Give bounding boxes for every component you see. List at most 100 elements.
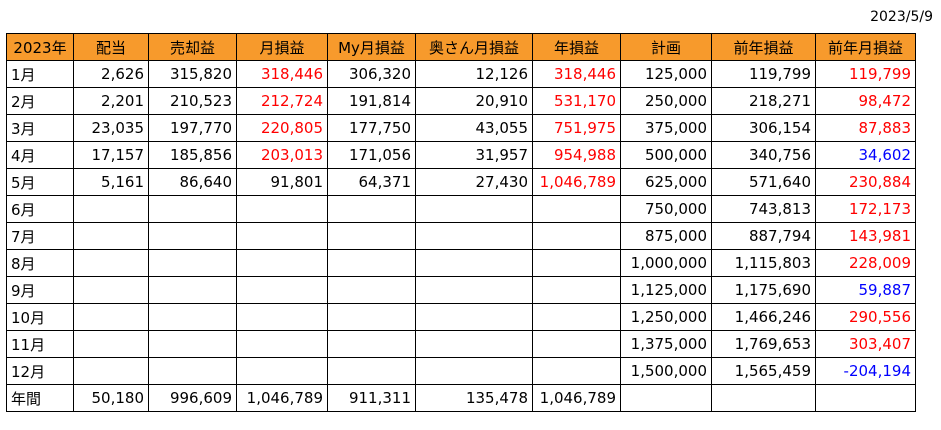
cell-prev-year-monthly-pl: 143,981 [815, 222, 916, 250]
cell-monthly-pl [236, 276, 328, 304]
cell-yearly-pl [532, 195, 621, 223]
cell-monthly-pl [236, 195, 328, 223]
cell-plan: 1,500,000 [620, 357, 712, 385]
cell-dividend [73, 330, 149, 358]
row-label: 1月 [6, 60, 74, 88]
table-row: 1月 2,626 315,820 318,446 306,320 12,126 … [6, 60, 916, 88]
cell-prev-year-pl: 1,466,246 [711, 303, 816, 331]
cell-my-monthly-pl [327, 195, 416, 223]
row-label: 8月 [6, 249, 74, 277]
cell-wife-monthly-pl [415, 276, 533, 304]
cell-plan: 1,375,000 [620, 330, 712, 358]
table-row: 2月 2,201 210,523 212,724 191,814 20,910 … [6, 87, 916, 115]
cell-yearly-pl [532, 249, 621, 277]
cell-prev-year-pl: 743,813 [711, 195, 816, 223]
cell-dividend: 2,626 [73, 60, 149, 88]
cell-dividend [73, 276, 149, 304]
cell-yearly-pl: 1,046,789 [532, 168, 621, 196]
cell-wife-monthly-pl: 27,430 [415, 168, 533, 196]
cell-prev-year-pl: 1,115,803 [711, 249, 816, 277]
cell-dividend [73, 195, 149, 223]
cell-sale-gain: 315,820 [148, 60, 237, 88]
header-dividend: 配当 [73, 33, 149, 61]
cell-wife-monthly-pl [415, 303, 533, 331]
cell-prev-year-pl: 1,175,690 [711, 276, 816, 304]
cell-sale-gain [148, 330, 237, 358]
table-row: 4月 17,157 185,856 203,013 171,056 31,957… [6, 141, 916, 169]
cell-yearly-pl [532, 222, 621, 250]
row-label: 11月 [6, 330, 74, 358]
cell-monthly-pl [236, 222, 328, 250]
cell-prev-year-pl: 119,799 [711, 60, 816, 88]
cell-prev-year-monthly-pl: 119,799 [815, 60, 916, 88]
table-row: 5月 5,161 86,640 91,801 64,371 27,430 1,0… [6, 168, 916, 196]
cell-my-monthly-pl [327, 303, 416, 331]
cell-dividend [73, 303, 149, 331]
cell-wife-monthly-pl [415, 195, 533, 223]
cell-monthly-pl [236, 303, 328, 331]
cell-prev-year-pl: 340,756 [711, 141, 816, 169]
table-row: 11月 1,375,000 1,769,653 303,407 [6, 330, 916, 358]
cell-prev-year-monthly-pl: -204,194 [815, 357, 916, 385]
cell-wife-monthly-pl: 20,910 [415, 87, 533, 115]
cell-wife-monthly-pl [415, 330, 533, 358]
cell-wife-monthly-pl [415, 222, 533, 250]
cell-sale-gain [148, 195, 237, 223]
cell-prev-year-monthly-pl: 303,407 [815, 330, 916, 358]
table-row: 7月 875,000 887,794 143,981 [6, 222, 916, 250]
cell-yearly-pl: 1,046,789 [532, 384, 621, 412]
row-label: 9月 [6, 276, 74, 304]
row-label: 12月 [6, 357, 74, 385]
cell-my-monthly-pl: 177,750 [327, 114, 416, 142]
cell-plan [620, 384, 712, 412]
cell-plan: 375,000 [620, 114, 712, 142]
table-row: 10月 1,250,000 1,466,246 290,556 [6, 303, 916, 331]
cell-monthly-pl: 203,013 [236, 141, 328, 169]
header-yearly-pl: 年損益 [532, 33, 621, 61]
cell-plan: 500,000 [620, 141, 712, 169]
profit-loss-table: 2023年 配当 売却益 月損益 My月損益 奥さん月損益 年損益 計画 前年損… [6, 33, 916, 412]
row-label: 2月 [6, 87, 74, 115]
cell-monthly-pl [236, 249, 328, 277]
cell-wife-monthly-pl: 135,478 [415, 384, 533, 412]
table-row: 3月 23,035 197,770 220,805 177,750 43,055… [6, 114, 916, 142]
cell-plan: 750,000 [620, 195, 712, 223]
cell-sale-gain: 86,640 [148, 168, 237, 196]
cell-yearly-pl: 318,446 [532, 60, 621, 88]
cell-prev-year-monthly-pl: 98,472 [815, 87, 916, 115]
cell-prev-year-monthly-pl: 290,556 [815, 303, 916, 331]
table-row: 8月 1,000,000 1,115,803 228,009 [6, 249, 916, 277]
cell-monthly-pl: 318,446 [236, 60, 328, 88]
cell-yearly-pl: 531,170 [532, 87, 621, 115]
cell-prev-year-monthly-pl: 230,884 [815, 168, 916, 196]
cell-monthly-pl: 1,046,789 [236, 384, 328, 412]
cell-my-monthly-pl: 306,320 [327, 60, 416, 88]
cell-plan: 125,000 [620, 60, 712, 88]
cell-yearly-pl [532, 303, 621, 331]
cell-prev-year-pl: 218,271 [711, 87, 816, 115]
table-row: 9月 1,125,000 1,175,690 59,887 [6, 276, 916, 304]
cell-plan: 1,125,000 [620, 276, 712, 304]
cell-plan: 875,000 [620, 222, 712, 250]
cell-sale-gain: 185,856 [148, 141, 237, 169]
cell-wife-monthly-pl [415, 357, 533, 385]
cell-plan: 625,000 [620, 168, 712, 196]
cell-prev-year-pl: 306,154 [711, 114, 816, 142]
cell-my-monthly-pl [327, 276, 416, 304]
row-label: 10月 [6, 303, 74, 331]
cell-my-monthly-pl: 64,371 [327, 168, 416, 196]
header-my-monthly-pl: My月損益 [327, 33, 416, 61]
cell-dividend: 17,157 [73, 141, 149, 169]
cell-yearly-pl [532, 276, 621, 304]
header-wife-monthly-pl: 奥さん月損益 [415, 33, 533, 61]
cell-sale-gain: 996,609 [148, 384, 237, 412]
cell-dividend: 23,035 [73, 114, 149, 142]
row-label: 6月 [6, 195, 74, 223]
cell-monthly-pl [236, 330, 328, 358]
cell-yearly-pl: 954,988 [532, 141, 621, 169]
cell-prev-year-monthly-pl: 59,887 [815, 276, 916, 304]
cell-sale-gain: 197,770 [148, 114, 237, 142]
total-row: 年間 50,180 996,609 1,046,789 911,311 135,… [6, 384, 916, 412]
cell-monthly-pl [236, 357, 328, 385]
row-label: 7月 [6, 222, 74, 250]
